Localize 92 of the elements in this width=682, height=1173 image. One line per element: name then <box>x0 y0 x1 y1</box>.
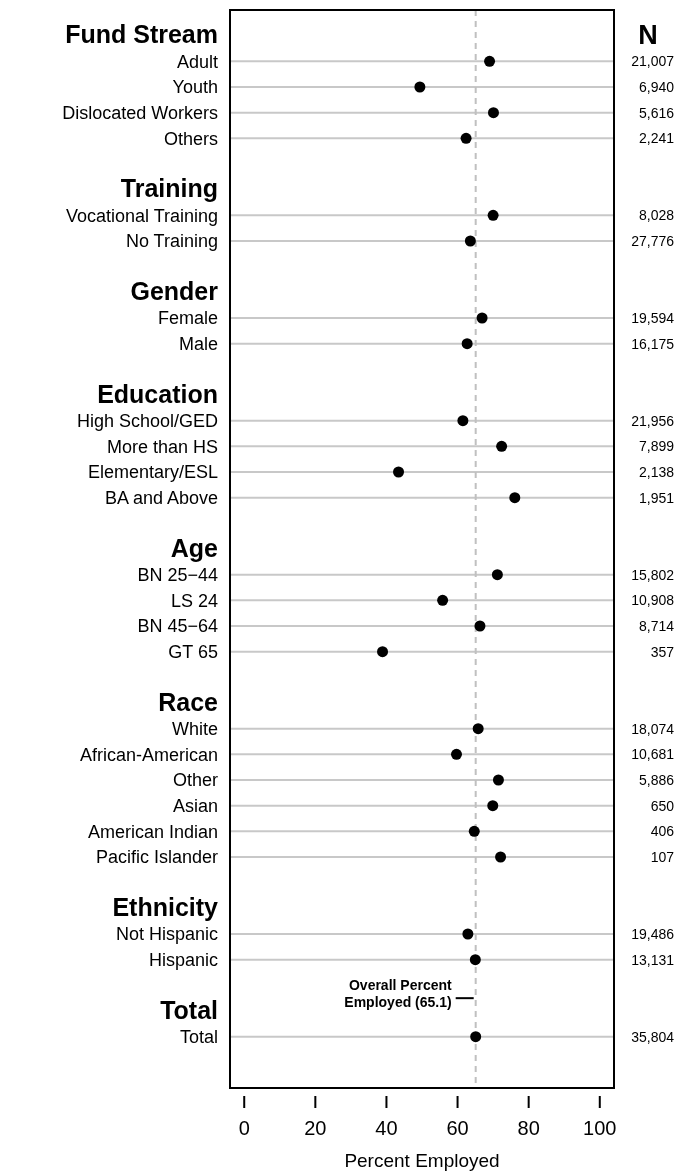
point <box>495 851 507 863</box>
x-axis-title: Percent Employed <box>344 1150 500 1171</box>
text: 19,486 <box>631 925 675 942</box>
point <box>460 132 472 144</box>
point <box>393 466 405 478</box>
y-tick-label: BA and Above <box>104 488 218 509</box>
point <box>437 594 449 606</box>
x-tick-label: 40 <box>375 1117 398 1139</box>
y-tick-label: Fund Stream <box>65 20 218 49</box>
point <box>470 1031 482 1043</box>
point <box>377 646 389 658</box>
text: 16,175 <box>631 335 675 352</box>
y2-axis-title: N <box>638 19 658 50</box>
y-tick-label: Not Hispanic <box>115 924 218 945</box>
y-tick-label: Race <box>158 687 219 716</box>
x-tick-label: 20 <box>304 1117 327 1139</box>
y-tick-label: Female <box>157 308 218 329</box>
y-tick-label: Asian <box>172 796 218 817</box>
point <box>468 825 480 837</box>
text: 27,776 <box>631 232 675 249</box>
y-tick-label: Total <box>179 1027 218 1048</box>
y-tick-label: Male <box>178 334 218 355</box>
text: 5,616 <box>638 104 675 121</box>
text: 2,241 <box>638 130 675 147</box>
y-tick-label: No Training <box>125 231 218 252</box>
text: 650 <box>650 797 675 814</box>
point <box>464 235 476 247</box>
point <box>496 440 508 452</box>
point <box>487 800 499 812</box>
y-tick-label: Dislocated Workers <box>62 103 218 124</box>
point <box>484 55 496 67</box>
y-tick-label: Other <box>172 770 218 791</box>
y-tick-label: Others <box>163 128 218 149</box>
y-tick-label: Ethnicity <box>112 892 219 921</box>
y-tick-label: GT 65 <box>168 642 218 663</box>
y-tick-label: Hispanic <box>148 950 218 971</box>
point <box>487 209 499 221</box>
text: 8,028 <box>638 207 675 224</box>
x-tick-label: 0 <box>238 1117 250 1139</box>
point <box>491 569 503 581</box>
text: 19,594 <box>631 309 675 326</box>
y-tick-label: Training <box>120 174 218 203</box>
text: 8,714 <box>638 617 675 634</box>
point <box>450 748 462 760</box>
y-tick-label: More than HS <box>106 436 218 457</box>
y-tick-label: White <box>171 719 218 740</box>
text: 18,074 <box>631 720 675 737</box>
text: 5,886 <box>638 771 675 788</box>
point <box>476 312 488 324</box>
text: 1,951 <box>638 489 675 506</box>
text: 35,804 <box>631 1028 675 1045</box>
point <box>414 81 426 93</box>
point <box>487 107 499 119</box>
y-tick-label: Total <box>160 995 218 1024</box>
point <box>509 492 521 504</box>
point <box>457 415 469 427</box>
y-tick-label: LS 24 <box>170 590 218 611</box>
point <box>469 954 481 966</box>
text: 10,908 <box>631 592 675 609</box>
y-tick-label: Vocational Training <box>65 205 218 226</box>
text: 7,899 <box>638 438 675 455</box>
text: 6,940 <box>638 78 675 95</box>
y-tick-label: Gender <box>130 276 219 305</box>
point <box>472 723 484 735</box>
text: 357 <box>650 643 675 660</box>
text: 21,956 <box>631 412 675 429</box>
text: 107 <box>650 848 675 865</box>
text: 15,802 <box>631 566 675 583</box>
y-tick-label: Education <box>97 379 218 408</box>
text: 2,138 <box>638 463 675 480</box>
y-tick-label: Pacific Islander <box>95 847 218 868</box>
y-tick-label: Youth <box>172 77 218 98</box>
y-tick-label: BN 25−44 <box>137 565 218 586</box>
text: 13,131 <box>631 951 675 968</box>
y-tick-label: High School/GED <box>76 411 218 432</box>
point <box>492 774 504 786</box>
x-tick-label: 80 <box>517 1117 540 1139</box>
point <box>474 620 486 632</box>
y-tick-label: Age <box>170 533 219 562</box>
point <box>462 928 474 940</box>
y-tick-label: African-American <box>79 744 218 765</box>
ref-line-label: Overall Percent Employed (65.1) <box>344 977 453 1011</box>
text: 406 <box>650 823 675 840</box>
point <box>461 338 473 350</box>
text: 21,007 <box>631 53 675 70</box>
y-tick-label: BN 45−64 <box>137 616 218 637</box>
x-tick-label: 60 <box>446 1117 469 1139</box>
y-tick-label: American Indian <box>87 821 218 842</box>
y-tick-label: Adult <box>176 51 218 72</box>
y-tick-label: Elementary/ESL <box>87 462 218 483</box>
x-tick-label: 100 <box>583 1117 617 1139</box>
text: 10,681 <box>631 746 675 763</box>
